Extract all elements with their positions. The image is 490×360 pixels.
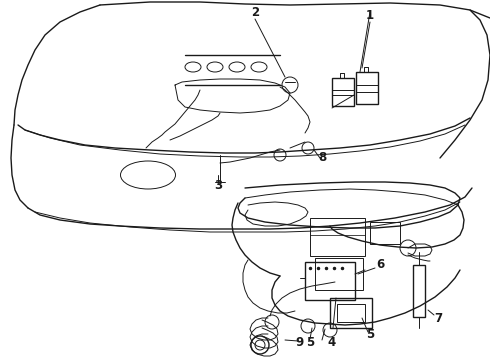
Text: 1: 1	[366, 9, 374, 22]
Bar	[310, 218, 365, 256]
Bar	[413, 265, 425, 317]
Text: 3: 3	[214, 179, 222, 192]
Text: 8: 8	[318, 150, 326, 163]
Text: 9: 9	[296, 337, 304, 350]
Text: 6: 6	[376, 258, 384, 271]
Text: 2: 2	[251, 5, 259, 18]
Bar	[337, 304, 365, 322]
Text: 5: 5	[366, 328, 374, 342]
Bar	[305, 262, 355, 300]
Text: 5: 5	[306, 336, 314, 348]
Bar	[370, 222, 400, 244]
Bar	[315, 258, 363, 290]
Bar	[332, 78, 354, 106]
Text: 4: 4	[328, 336, 336, 348]
Bar	[356, 72, 378, 104]
Text: 7: 7	[434, 311, 442, 324]
Bar	[330, 298, 372, 328]
